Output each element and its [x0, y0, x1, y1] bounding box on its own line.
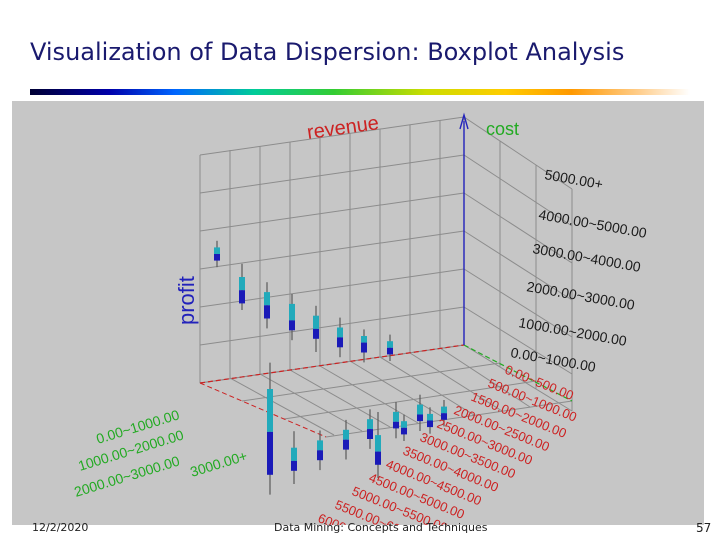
- floor-axis-line: [199, 382, 327, 438]
- boxplot-15: [375, 412, 381, 478]
- revenue-green-tick-3: 3000.00+: [188, 447, 249, 479]
- footer-center: Data Mining: Concepts and Techniques: [274, 521, 488, 534]
- boxplot-17: [427, 407, 433, 434]
- cost-tick-3: 3000.00~4000.00: [531, 240, 642, 275]
- boxplot-2: [264, 282, 270, 329]
- boxplot-lower-box-17: [427, 420, 433, 428]
- boxplot-lower-box-18: [441, 413, 447, 420]
- boxplot-lower-box-11: [343, 439, 349, 450]
- cost-tick-4: 4000.00~5000.00: [537, 206, 648, 241]
- boxplot-lower-box-16: [401, 427, 407, 435]
- slide-title: Visualization of Data Dispersion: Boxplo…: [30, 38, 625, 66]
- boxplot-upper-box-15: [375, 435, 381, 452]
- boxplot-upper-box-17: [427, 413, 433, 421]
- boxplot-upper-box-1: [239, 277, 245, 291]
- boxplot-upper-box-11: [343, 429, 349, 440]
- boxplot-lower-box-10: [317, 450, 323, 461]
- boxplot-12: [367, 409, 373, 449]
- cost-axis-line: [463, 344, 573, 402]
- boxplot-lower-box-4: [313, 328, 319, 339]
- boxplot-upper-box-3: [289, 303, 295, 321]
- boxplot-13: [393, 402, 399, 439]
- boxes-layer: [214, 240, 447, 495]
- footer-date: 12/2/2020: [32, 521, 89, 534]
- boxplot-lower-box-5: [337, 337, 343, 348]
- revenue-axis-line: [199, 344, 465, 384]
- boxplot-9: [291, 431, 297, 484]
- boxplot-3: [289, 294, 295, 341]
- cost-tick-1: 1000.00~2000.00: [517, 314, 628, 349]
- boxplot-upper-box-18: [441, 406, 447, 414]
- boxplot-upper-box-2: [264, 292, 270, 306]
- boxplot-5: [337, 317, 343, 358]
- boxplot-chart: profit revenue cost 5000.00+ 4000.00~500…: [72, 112, 648, 525]
- boxplot-upper-box-9: [291, 447, 297, 461]
- back-wall-grid: [199, 116, 465, 384]
- boxplot-upper-box-0: [214, 247, 220, 254]
- boxplot-10: [317, 430, 323, 471]
- cost-tick-2: 2000.00~3000.00: [525, 278, 636, 313]
- boxplot-lower-box-14: [417, 414, 423, 422]
- profit-axis-arrow: [459, 112, 469, 130]
- boxplot-upper-box-4: [313, 315, 319, 329]
- boxplot-upper-box-12: [367, 419, 373, 430]
- boxplot-upper-box-5: [337, 327, 343, 338]
- boxplot-upper-box-6: [361, 336, 367, 343]
- boxplot-4: [313, 305, 319, 352]
- boxplot-0: [214, 240, 220, 268]
- boxplot-lower-box-13: [393, 421, 399, 429]
- revenue-green-tick-labels: 0.00~1000.00 1000.00~2000.00 2000.00~300…: [72, 406, 249, 500]
- boxplot-11: [343, 419, 349, 460]
- boxplot-lower-box-15: [375, 451, 381, 465]
- title-gradient-rule: [30, 89, 690, 95]
- boxplot-18: [441, 400, 447, 427]
- boxplot-upper-box-16: [401, 421, 407, 428]
- y-axis-label: cost: [486, 119, 519, 139]
- boxplot-8: [267, 362, 273, 495]
- cost-tick-5: 5000.00+: [543, 166, 604, 192]
- chart-area: profit revenue cost 5000.00+ 4000.00~500…: [12, 101, 704, 525]
- boxplot-lower-box-1: [239, 290, 245, 304]
- z-axis-label: profit: [174, 276, 199, 325]
- boxplot-6: [361, 329, 367, 363]
- boxplot-lower-box-7: [387, 347, 393, 355]
- boxplot-upper-box-10: [317, 440, 323, 451]
- boxplot-upper-box-7: [387, 341, 393, 348]
- boxplot-upper-box-13: [393, 411, 399, 422]
- boxplot-lower-box-0: [214, 254, 220, 261]
- page-number: 57: [696, 521, 712, 535]
- boxplot-lower-box-12: [367, 429, 373, 439]
- cost-tick-labels: 5000.00+ 4000.00~5000.00 3000.00~4000.00…: [509, 166, 648, 375]
- boxplot-lower-box-9: [291, 460, 297, 471]
- x-axis-label: revenue: [306, 112, 381, 144]
- boxplot-upper-box-14: [417, 404, 423, 415]
- boxplot-lower-box-3: [289, 320, 295, 331]
- boxplot-7: [387, 334, 393, 361]
- boxplot-lower-box-2: [264, 305, 270, 319]
- boxplot-lower-box-6: [361, 342, 367, 353]
- boxplot-16: [401, 414, 407, 441]
- boxplot-1: [239, 263, 245, 310]
- boxplot-upper-box-8: [267, 389, 273, 432]
- boxplot-lower-box-8: [267, 431, 273, 475]
- boxplot-14: [417, 394, 423, 431]
